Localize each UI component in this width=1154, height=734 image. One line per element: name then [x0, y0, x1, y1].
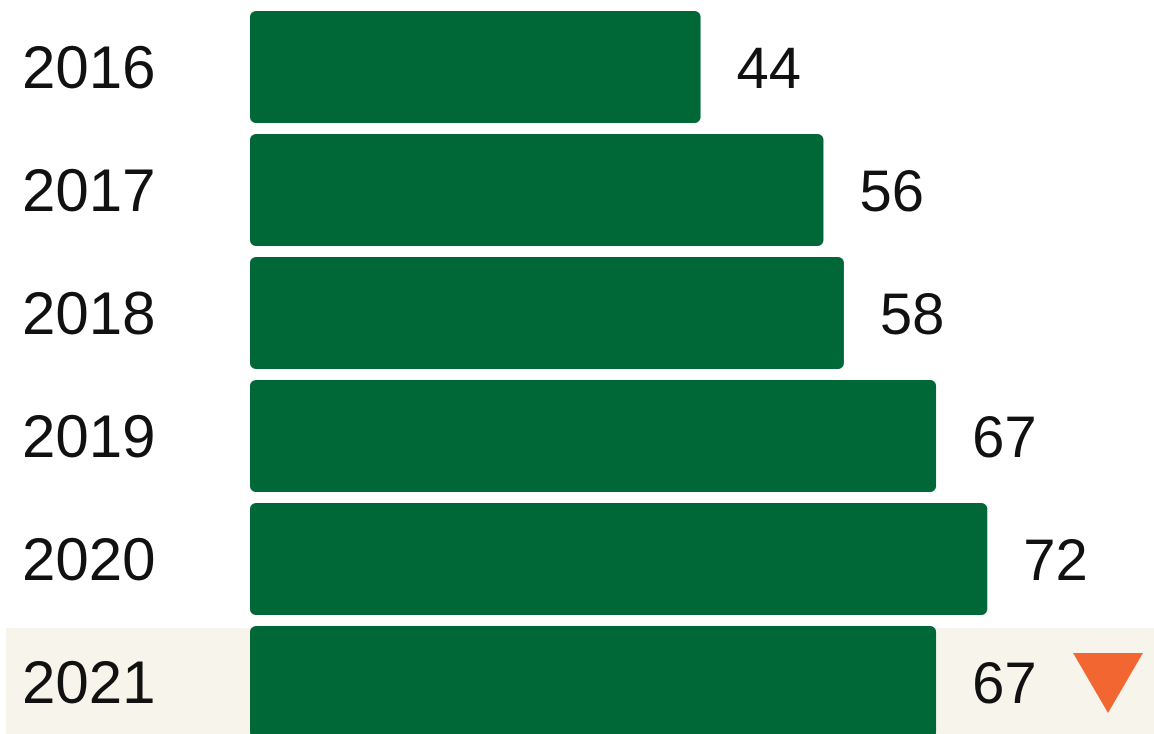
bar-2019	[250, 380, 937, 492]
value-label-2019: 67	[972, 405, 1037, 470]
bar-2016	[250, 11, 701, 123]
category-label-2016: 2016	[22, 34, 155, 101]
category-label-2019: 2019	[22, 403, 155, 470]
bar-2021	[250, 626, 937, 734]
category-label-2020: 2020	[22, 526, 155, 593]
category-label-2018: 2018	[22, 280, 155, 347]
value-label-2020: 72	[1023, 528, 1088, 593]
value-label-2021: 67	[972, 651, 1037, 716]
value-label-2017: 56	[859, 159, 924, 224]
bar-2017	[250, 134, 824, 246]
down-triangle-icon	[1073, 653, 1143, 713]
value-label-2016: 44	[737, 36, 802, 101]
bar-2020	[250, 503, 988, 615]
category-label-2021: 2021	[22, 649, 155, 716]
chart-rows: 2016 44 2017 56 2018 58 2019 67 2020 72 2021 67	[22, 11, 1143, 734]
category-label-2017: 2017	[22, 157, 155, 224]
value-label-2018: 58	[880, 282, 945, 347]
bar-2018	[250, 257, 844, 369]
